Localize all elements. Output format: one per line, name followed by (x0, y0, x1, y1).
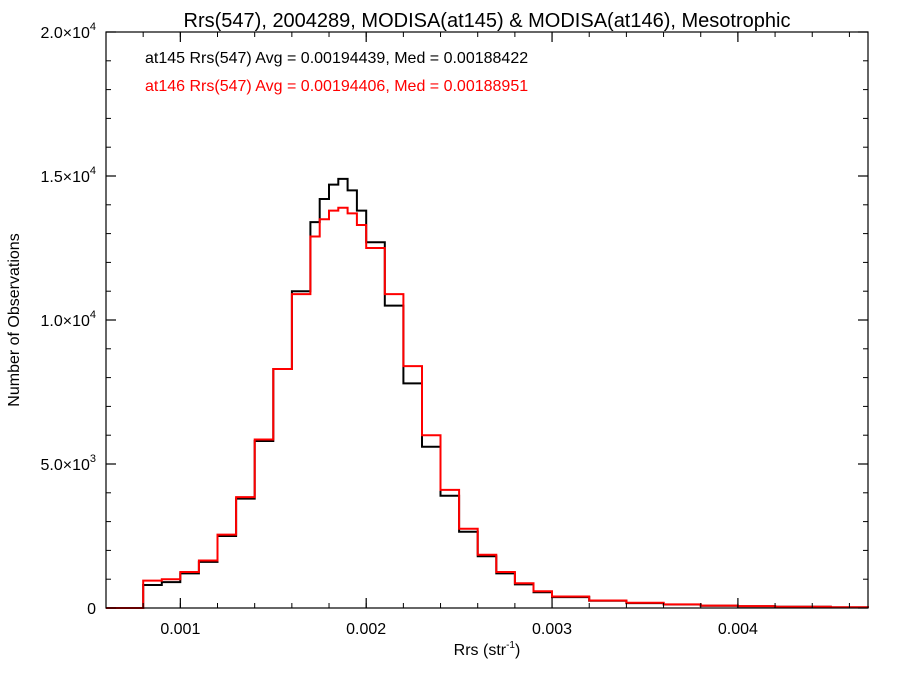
stats-line-at146: at146 Rrs(547) Avg = 0.00194406, Med = 0… (145, 78, 528, 95)
y-axis-label: Number of Observations (6, 233, 23, 406)
x-axis-label-sup: -1 (506, 640, 515, 651)
y-tick-label: 2.0×104 (40, 21, 96, 42)
y-tick-label-base: 2.0×10 (40, 25, 89, 42)
x-axis-label-close: ) (515, 642, 520, 659)
y-tick-label-base: 0 (87, 601, 96, 618)
chart-title: Rrs(547), 2004289, MODISA(at145) & MODIS… (184, 10, 791, 32)
y-tick-label: 1.0×104 (40, 309, 96, 330)
y-tick-label-exponent: 3 (90, 453, 96, 465)
series-lines (106, 177, 869, 609)
x-tick-label: 0.002 (346, 621, 386, 638)
x-tick-label: 0.004 (718, 621, 758, 638)
y-tick-label-base: 1.0×10 (40, 313, 89, 330)
y-tick-label-exponent: 4 (90, 21, 96, 33)
y-tick-label: 5.0×103 (40, 453, 96, 474)
x-tick-label: 0.001 (160, 621, 200, 638)
y-tick-label-exponent: 4 (90, 165, 96, 177)
tick-labels: 0.001 0.002 0.003 0.00405.0×1031.0×1041.5×1… (40, 21, 758, 638)
y-tick-label-exponent: 4 (90, 309, 96, 321)
stats-line-at145: at145 Rrs(547) Avg = 0.00194439, Med = 0… (145, 50, 528, 67)
y-tick-label-base: 5.0×10 (40, 457, 89, 474)
axis-ticks (105, 31, 868, 609)
x-axis-label: Rrs (str-1) (454, 640, 521, 659)
x-tick-label: 0.003 (532, 621, 572, 638)
y-tick-label: 0 (87, 601, 96, 618)
y-tick-label-base: 1.5×10 (40, 169, 89, 186)
y-tick-label: 1.5×104 (40, 165, 96, 186)
x-axis-label-text: Rrs (str (454, 642, 507, 659)
series-line-at146 (106, 206, 869, 609)
